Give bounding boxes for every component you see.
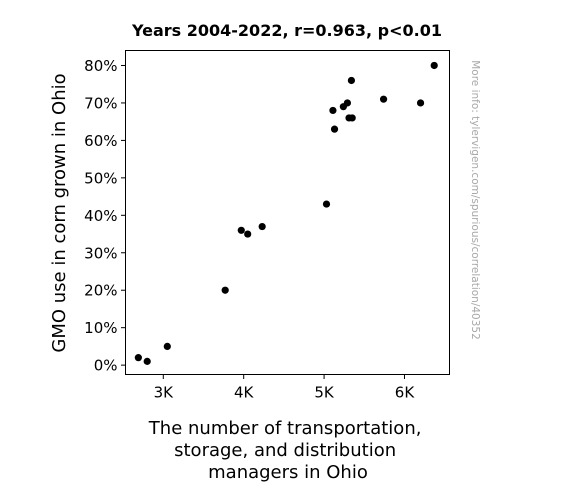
y-tick-label: 70% <box>84 94 117 112</box>
y-tick-label: 50% <box>84 169 117 187</box>
y-tick-label: 30% <box>84 244 117 262</box>
y-axis-label: GMO use in corn grown in Ohio <box>49 73 70 352</box>
x-axis-label-line-1: The number of transportation, <box>148 418 422 439</box>
y-tick-label: 40% <box>84 207 117 225</box>
data-point <box>430 61 438 70</box>
watermark: More info: tylervigen.com/spurious/corre… <box>469 60 481 340</box>
x-axis-label: The number of transportation, storage, a… <box>148 418 427 483</box>
data-point <box>143 357 151 365</box>
data-point <box>348 114 356 122</box>
data-point <box>244 230 252 238</box>
data-points <box>134 61 438 365</box>
y-tick-label: 0% <box>94 357 118 375</box>
data-point <box>343 99 351 107</box>
data-point <box>163 342 171 351</box>
data-point <box>258 222 266 231</box>
x-tick-label: 5K <box>314 384 335 402</box>
data-point <box>330 125 339 133</box>
data-point <box>221 286 229 294</box>
x-tick-label: 3K <box>154 384 175 402</box>
x-axis: 3K 4K 5K 6K <box>154 374 416 402</box>
data-point <box>379 95 388 103</box>
data-point <box>322 200 331 208</box>
x-tick-label: 4K <box>234 384 255 402</box>
y-tick-label: 80% <box>84 57 117 75</box>
data-point <box>329 106 337 115</box>
plot-area-frame <box>125 50 450 375</box>
chart-title: Years 2004-2022, r=0.963, p<0.01 <box>131 21 442 40</box>
y-axis: 0% 10% 20% 30% 40% 50% 60% 70% 80% <box>84 57 126 375</box>
x-axis-label-line-2: storage, and distribution <box>174 440 396 461</box>
x-axis-label-line-3: managers in Ohio <box>208 462 368 483</box>
data-point <box>347 76 356 85</box>
data-point <box>237 226 245 234</box>
x-tick-label: 6K <box>395 384 416 402</box>
data-point <box>134 354 142 362</box>
y-tick-label: 60% <box>84 132 117 150</box>
y-tick-label: 10% <box>84 319 117 337</box>
data-point <box>416 99 425 107</box>
y-tick-label: 20% <box>84 282 117 300</box>
